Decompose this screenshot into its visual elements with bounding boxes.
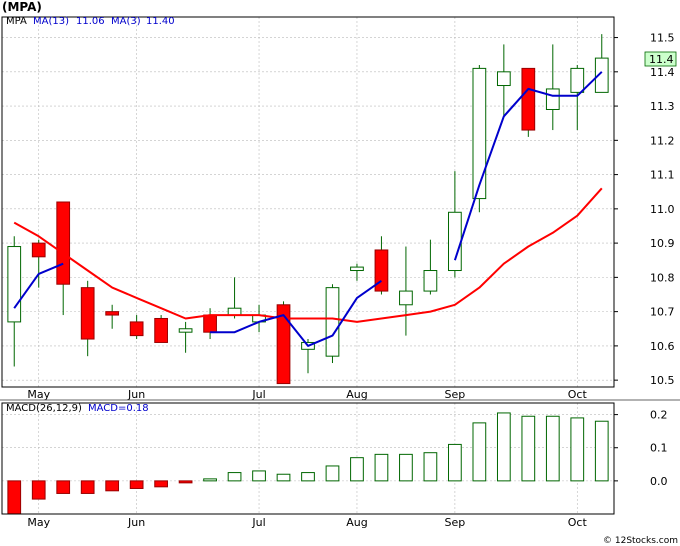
macd-bar xyxy=(252,470,266,482)
candle-body xyxy=(80,287,95,340)
macd-bar xyxy=(31,480,46,500)
macd-bar xyxy=(521,415,536,482)
candle-body xyxy=(56,201,71,285)
macd-bar xyxy=(399,453,413,482)
macd-panel-frame xyxy=(1,402,615,515)
candle-body xyxy=(423,270,438,292)
macd-legend-value: MACD=0.18 xyxy=(88,403,149,414)
price-x-tick-label: May xyxy=(27,388,50,401)
macd-bar xyxy=(496,412,511,482)
macd-bar xyxy=(56,480,71,494)
candle-body xyxy=(472,67,487,200)
last-price-badge: 11.4 xyxy=(644,51,677,67)
axes: 10.5 10.6 10.7 10.8 10.9 11.0 11.1 11.2 11.3 11.4… xyxy=(0,16,680,529)
price-y-tick-label: 11.4 xyxy=(650,66,675,79)
macd-y-tick-label: 0.1 xyxy=(650,442,668,455)
macd-bar xyxy=(472,422,487,482)
last-price-badge-bg xyxy=(644,51,677,67)
macd-x-tick-label: Sep xyxy=(445,516,466,529)
macd-x-tick-label: Jul xyxy=(251,516,265,529)
price-x-tick-label: Aug xyxy=(346,388,367,401)
macd-bar xyxy=(448,443,462,482)
price-y-tick-label: 11.0 xyxy=(650,203,675,216)
price-y-tick-label: 10.7 xyxy=(650,306,675,319)
macd-legend-label: MACD(26,12,9) xyxy=(6,403,82,414)
macd-bar xyxy=(105,480,120,492)
price-y-tick-label: 10.6 xyxy=(650,340,675,353)
candle-body xyxy=(350,266,364,272)
price-y-tick-label: 10.8 xyxy=(650,271,675,284)
candle-body xyxy=(31,242,46,258)
price-panel-frame xyxy=(1,16,615,388)
macd-bar xyxy=(80,480,95,494)
ma13-line xyxy=(13,187,603,323)
price-y-tick-label: 11.2 xyxy=(650,134,675,147)
candle-body xyxy=(227,307,242,316)
last-price-label: 11.4 xyxy=(649,53,674,66)
legend-symbol: MPA xyxy=(6,16,27,27)
copyright: © 12Stocks.com xyxy=(603,536,678,546)
candle-body xyxy=(496,71,511,87)
macd-y-tick-label: 0.0 xyxy=(650,475,668,488)
candle-body xyxy=(276,304,291,385)
macd-bar xyxy=(545,415,560,482)
price-x-tick-label: Jun xyxy=(127,388,145,401)
legend-ma3-label: MA(3) xyxy=(111,16,141,27)
macd-bar xyxy=(570,417,585,482)
candle-body xyxy=(374,249,389,292)
macd-y-tick-label: 0.2 xyxy=(650,409,668,422)
macd-x-tick-label: Oct xyxy=(568,516,588,529)
price-y-tick-label: 10.5 xyxy=(650,374,675,387)
candle-body xyxy=(399,290,413,306)
legend-ma3-value: 11.40 xyxy=(146,16,175,27)
macd-x-tick-label: Jun xyxy=(127,516,145,529)
candle-body xyxy=(7,246,22,323)
candle-body xyxy=(129,321,144,337)
price-x-tick-label: Jul xyxy=(251,388,265,401)
macd-bar xyxy=(276,473,291,482)
candle-body xyxy=(545,88,560,110)
macd-bar xyxy=(227,472,242,482)
macd-bar xyxy=(203,478,217,482)
candle-body xyxy=(448,211,462,272)
macd-bar xyxy=(154,480,168,488)
macd-bar xyxy=(374,453,389,482)
candle-body xyxy=(325,287,340,357)
price-x-tick-label: Oct xyxy=(568,388,588,401)
macd-bar xyxy=(325,465,340,482)
legend-ma13-label: MA(13) xyxy=(33,16,69,27)
candle-body xyxy=(570,67,585,93)
macd-x-tick-label: May xyxy=(27,516,50,529)
candle-body xyxy=(203,314,217,333)
macd-legend: MACD(26,12,9) MACD=0.18 xyxy=(6,403,149,414)
legend-ma13-value: 11.06 xyxy=(76,16,105,27)
candle-body xyxy=(154,317,168,343)
price-legend: MPA MA(13) 11.06 MA(3) 11.40 xyxy=(6,16,175,27)
macd-marks xyxy=(7,412,609,515)
macd-bar xyxy=(594,420,609,482)
macd-bar xyxy=(178,480,193,484)
macd-bar xyxy=(350,457,364,482)
macd-bar xyxy=(301,472,315,482)
macd-bar xyxy=(7,480,22,515)
macd-x-tick-label: Aug xyxy=(346,516,367,529)
macd-bar xyxy=(423,452,438,482)
macd-bar xyxy=(129,480,144,489)
candle-body xyxy=(521,67,536,131)
chart-title: (MPA) xyxy=(2,0,42,14)
price-y-tick-label: 11.5 xyxy=(650,32,675,45)
candle-body xyxy=(594,57,609,93)
price-marks xyxy=(7,34,609,385)
candle-body xyxy=(105,311,120,316)
price-y-tick-label: 11.1 xyxy=(650,169,675,182)
price-y-tick-label: 10.9 xyxy=(650,237,675,250)
ma3-line xyxy=(13,71,603,347)
price-y-tick-label: 11.3 xyxy=(650,100,675,113)
price-x-tick-label: Sep xyxy=(445,388,466,401)
candle-body xyxy=(178,328,193,333)
